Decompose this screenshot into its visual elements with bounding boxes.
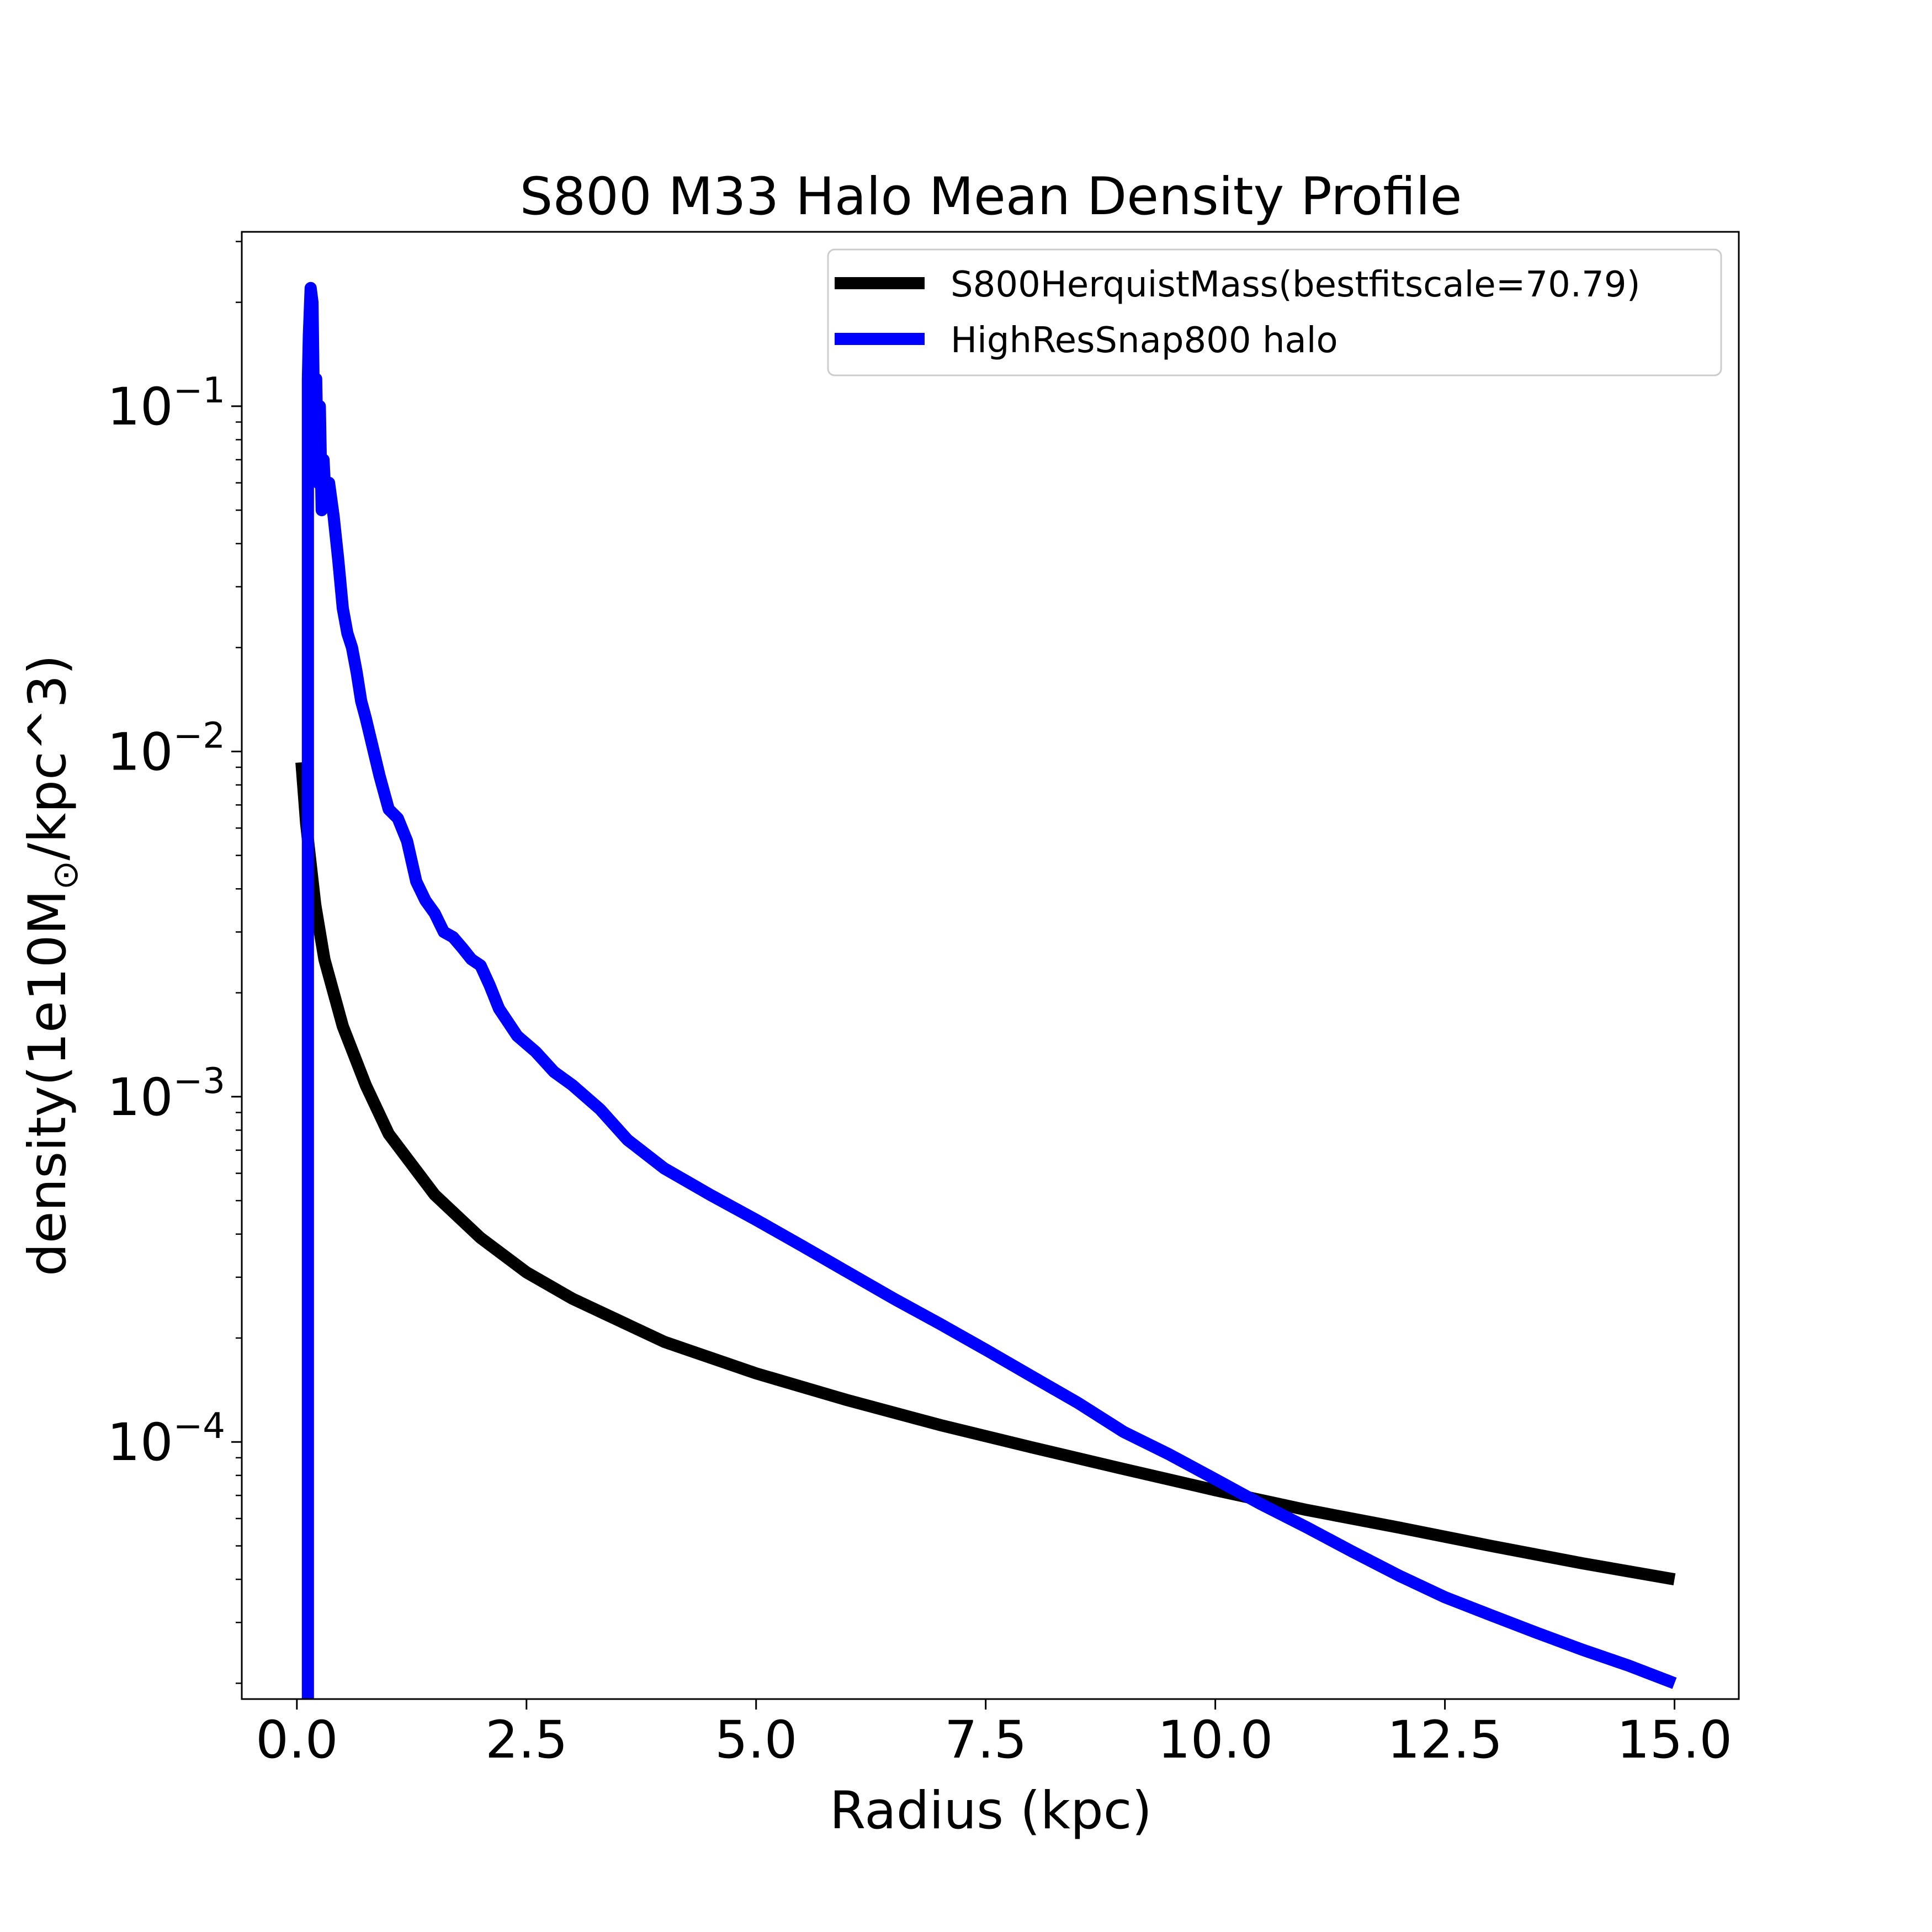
- x-tick-label: 0.0: [256, 1710, 338, 1770]
- y-tick-label: 10−4: [107, 1406, 225, 1473]
- herquist-fit-line: [295, 762, 1676, 1585]
- y-tick-label: 10−3: [107, 1061, 225, 1128]
- chart-title: S800 M33 Halo Mean Density Profile: [520, 167, 1462, 227]
- plot-area: [295, 282, 1677, 1699]
- axis-ticks: 0.0 2.5 5.0 7.5 10.0 12.5 15.0 10−1 10−2 10−3 10−4: [107, 241, 1732, 1770]
- svg-text:density(1e10M⊙/kpc^3): density(1e10M⊙/kpc^3): [18, 655, 86, 1276]
- y-axis-label-sun-symbol: ⊙: [45, 861, 86, 890]
- legend-label-snapshot: HighResSnap800 halo: [951, 320, 1338, 361]
- x-tick-label: 2.5: [485, 1710, 568, 1770]
- legend-label-herquist: S800HerquistMass(bestfitscale=70.79): [951, 264, 1641, 305]
- x-tick-label: 7.5: [944, 1710, 1027, 1770]
- x-axis-label: Radius (kpc): [830, 1781, 1152, 1841]
- y-tick-label: 10−2: [107, 715, 225, 782]
- x-tick-label: 12.5: [1387, 1710, 1503, 1770]
- y-tick-label: 10−1: [107, 370, 225, 437]
- legend: S800HerquistMass(bestfitscale=70.79) Hig…: [827, 248, 1722, 376]
- y-axis-label-tail: /kpc^3): [18, 655, 78, 861]
- y-axis-label-main: density(1e10M: [18, 890, 78, 1276]
- highres-snapshot-line: [301, 282, 1677, 1699]
- y-axis-label: density(1e10M⊙/kpc^3): [18, 655, 86, 1276]
- x-tick-label: 5.0: [715, 1710, 798, 1770]
- legend-box: [827, 248, 1722, 376]
- x-tick-label: 10.0: [1158, 1710, 1273, 1770]
- x-tick-label: 15.0: [1617, 1710, 1732, 1770]
- plot-frame: [241, 231, 1740, 1700]
- series-lines: [295, 282, 1677, 1699]
